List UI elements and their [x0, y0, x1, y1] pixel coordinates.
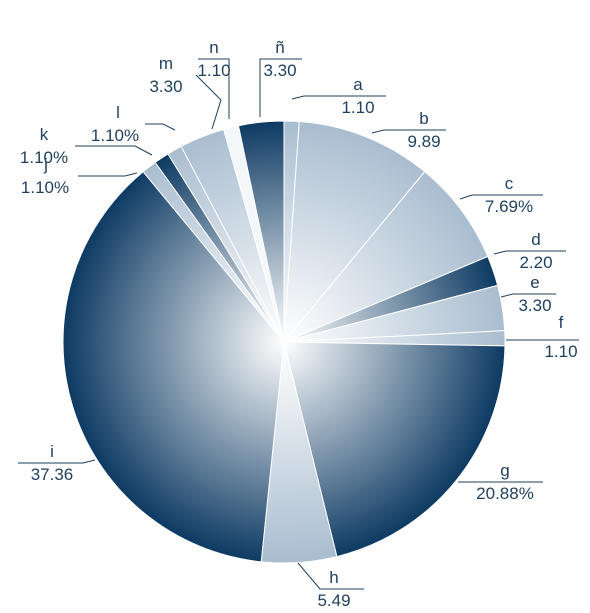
leader-line-c	[459, 194, 543, 200]
slice-value-l: 1.10%	[91, 126, 139, 145]
pie-slice-i	[62, 171, 285, 563]
leader-line-d	[493, 250, 566, 255]
slice-name-a: a	[353, 75, 363, 94]
slice-name-g: g	[500, 461, 509, 480]
slice-label-i: i 37.36	[18, 442, 96, 484]
leader-line-n	[198, 58, 230, 119]
pie-slice-g	[283, 341, 506, 558]
slice-label-n: n 1.10	[197, 38, 231, 119]
slice-label-b: b 9.89	[371, 109, 446, 151]
slice-name-i: i	[50, 442, 54, 461]
slice-value-e: 3.30	[518, 296, 551, 315]
leader-line-a	[291, 95, 386, 100]
slice-label-e: e 3.30	[500, 273, 556, 315]
slice-name-f: f	[559, 313, 564, 332]
slice-label-g: g 20.88%	[458, 461, 543, 503]
pie-slice-ñ	[237, 120, 285, 343]
slice-label-m: m 3.30	[149, 54, 222, 130]
slice-name-ñ: ñ	[275, 38, 284, 57]
slice-label-ñ: ñ 3.30	[259, 38, 302, 117]
slice-value-b: 9.89	[407, 132, 440, 151]
slice-value-d: 2.20	[519, 253, 552, 272]
leader-line-b	[371, 129, 446, 134]
leader-line-h	[297, 562, 364, 590]
slice-value-a: 1.10	[341, 98, 374, 117]
slice-name-j: j	[43, 155, 48, 174]
slice-name-l: l	[116, 103, 120, 122]
slice-value-g: 20.88%	[476, 484, 534, 503]
slice-value-j: 1.10%	[21, 178, 69, 197]
slice-name-k: k	[40, 125, 49, 144]
slice-label-c: c 7.69%	[459, 174, 543, 216]
pie-slice-b	[283, 120, 426, 344]
leader-line-l	[145, 123, 176, 131]
leader-line-ñ	[259, 58, 302, 117]
slice-label-a: a 1.10	[291, 75, 386, 117]
slice-name-d: d	[531, 230, 540, 249]
pie-labels: a 1.10 b 9.89 c 7.69% d 2.20e 3.30 f 1.10 g 20.88% h 5…	[18, 38, 579, 610]
leader-line-k	[75, 145, 153, 156]
slice-value-m: 3.30	[149, 77, 182, 96]
slice-label-k: k 1.10%	[20, 125, 153, 167]
slice-value-k: 1.10%	[20, 148, 68, 167]
pie-slice-c	[283, 170, 489, 343]
slice-label-j: j 1.10%	[21, 155, 138, 197]
leader-line-m	[195, 74, 222, 130]
slice-label-l: l 1.10%	[91, 103, 176, 145]
slice-label-f: f 1.10	[506, 313, 579, 361]
slice-value-c: 7.69%	[485, 197, 533, 216]
slice-value-ñ: 3.30	[263, 61, 296, 80]
slice-value-i: 37.36	[31, 465, 74, 484]
leader-line-e	[500, 293, 556, 298]
leader-line-j	[78, 172, 138, 177]
slice-name-e: e	[530, 273, 539, 292]
slice-value-h: 5.49	[317, 591, 350, 610]
slice-name-c: c	[505, 174, 514, 193]
slice-value-n: 1.10	[197, 61, 230, 80]
pie-slices	[62, 120, 506, 564]
slice-name-b: b	[419, 109, 428, 128]
slice-label-d: d 2.20	[493, 230, 566, 272]
slice-label-h: h 5.49	[297, 562, 364, 610]
slice-name-m: m	[159, 54, 173, 73]
leader-line-i	[18, 459, 96, 464]
slice-name-n: n	[209, 38, 218, 57]
slice-name-h: h	[329, 568, 338, 587]
slice-value-f: 1.10	[544, 342, 577, 361]
